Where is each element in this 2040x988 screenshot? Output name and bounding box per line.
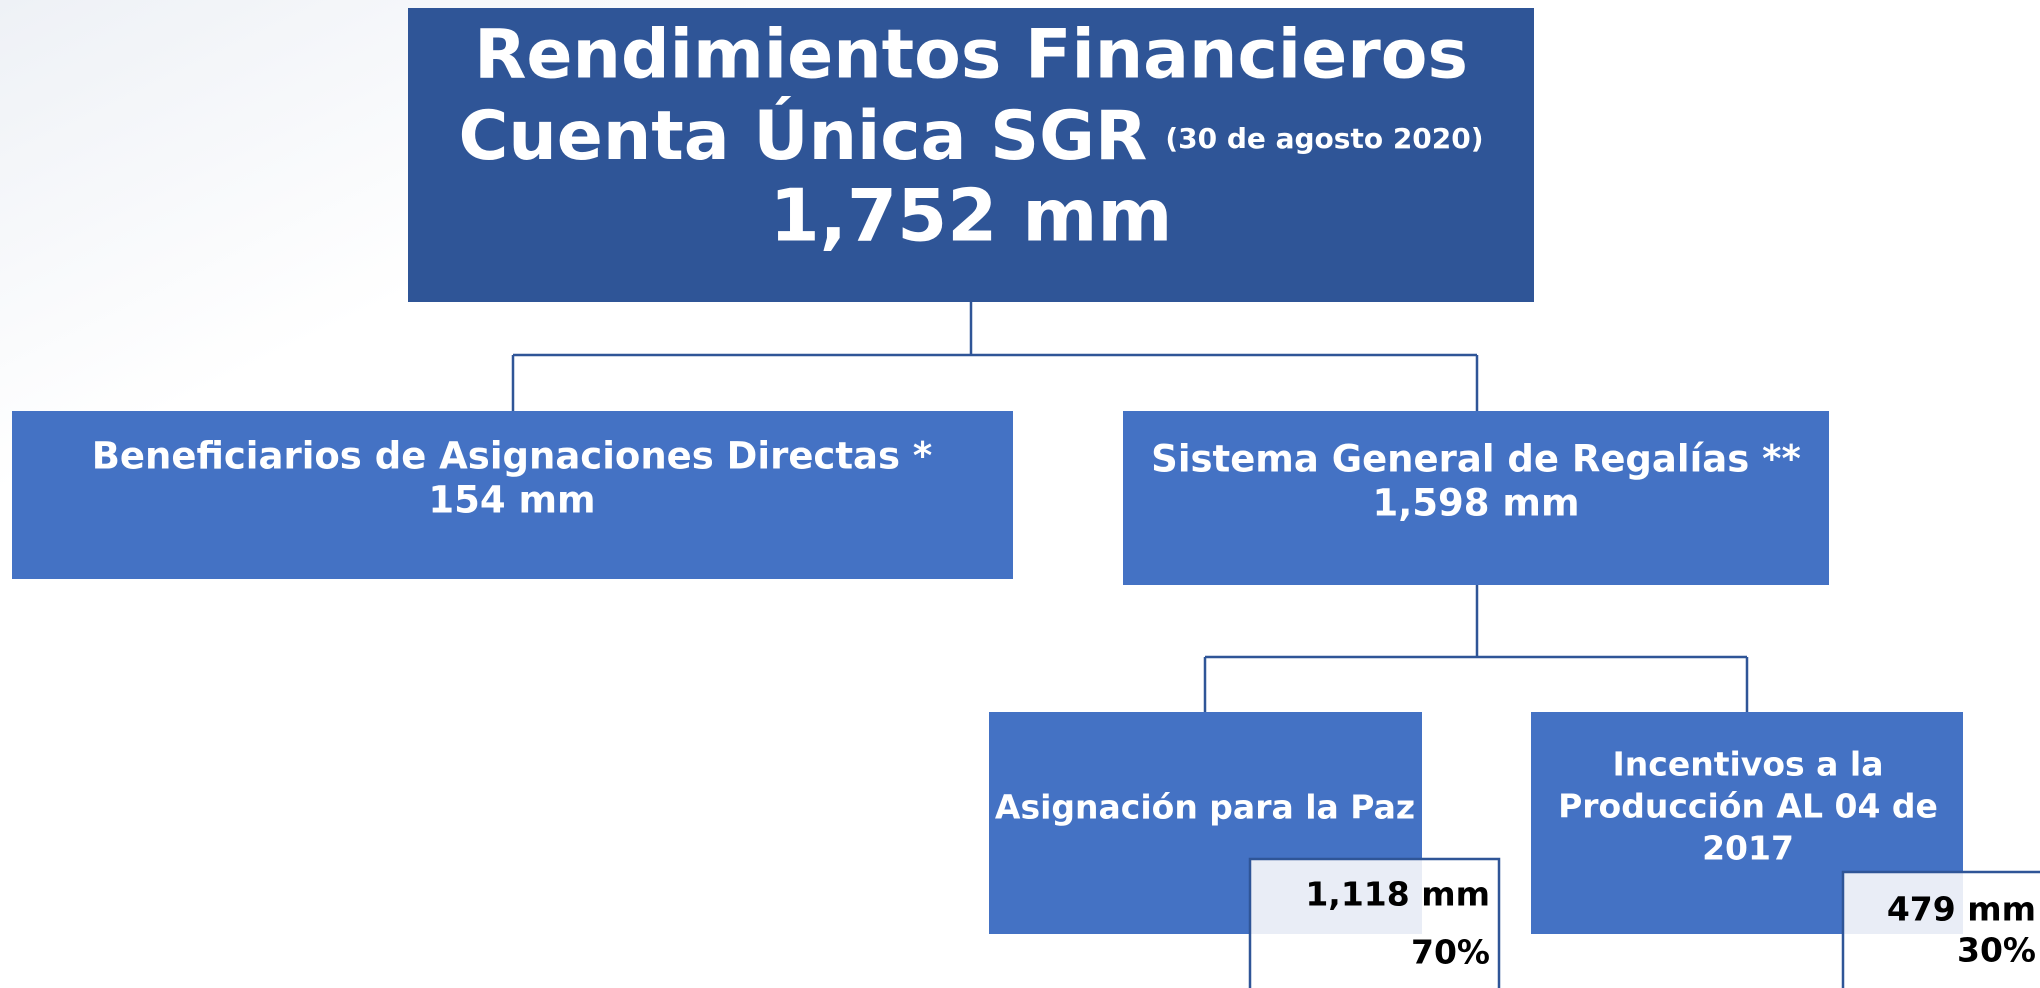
title-line: Cuenta Única SGR (30 de agosto 2020) (458, 96, 1483, 176)
value-fill (1250, 859, 1422, 934)
node-amount: 1,598 mm (1372, 482, 1579, 525)
connector (1203, 585, 1749, 712)
node-box (1123, 411, 1829, 585)
title: Rendimientos Financieros (474, 16, 1468, 95)
node-box (12, 411, 1013, 579)
title: Cuenta Única SGR (458, 96, 1147, 176)
node-label: Asignación para la Paz (995, 788, 1415, 827)
node-label: 2017 (1702, 829, 1794, 868)
value-box (1248, 857, 1501, 988)
date: (30 de agosto 2020) (1165, 122, 1483, 155)
node-amount: 154 mm (428, 479, 595, 522)
node-share: 30% (1957, 931, 2036, 970)
node-amount: 1,118 mm (1305, 875, 1490, 914)
node-label: Incentivos a la (1613, 745, 1884, 784)
connector (511, 302, 1479, 411)
value-fill (1843, 872, 1963, 934)
node-label: Beneficiarios de Asignaciones Directas * (92, 435, 933, 478)
node-share: 70% (1411, 933, 1490, 972)
value-box (1841, 870, 2040, 988)
node-label: Sistema General de Regalías ** (1151, 438, 1801, 481)
node-amount: 479 mm (1887, 890, 2036, 929)
total: 1,752 mm (770, 174, 1173, 258)
title-box (408, 8, 1534, 302)
node-label: Producción AL 04 de (1558, 787, 1938, 826)
